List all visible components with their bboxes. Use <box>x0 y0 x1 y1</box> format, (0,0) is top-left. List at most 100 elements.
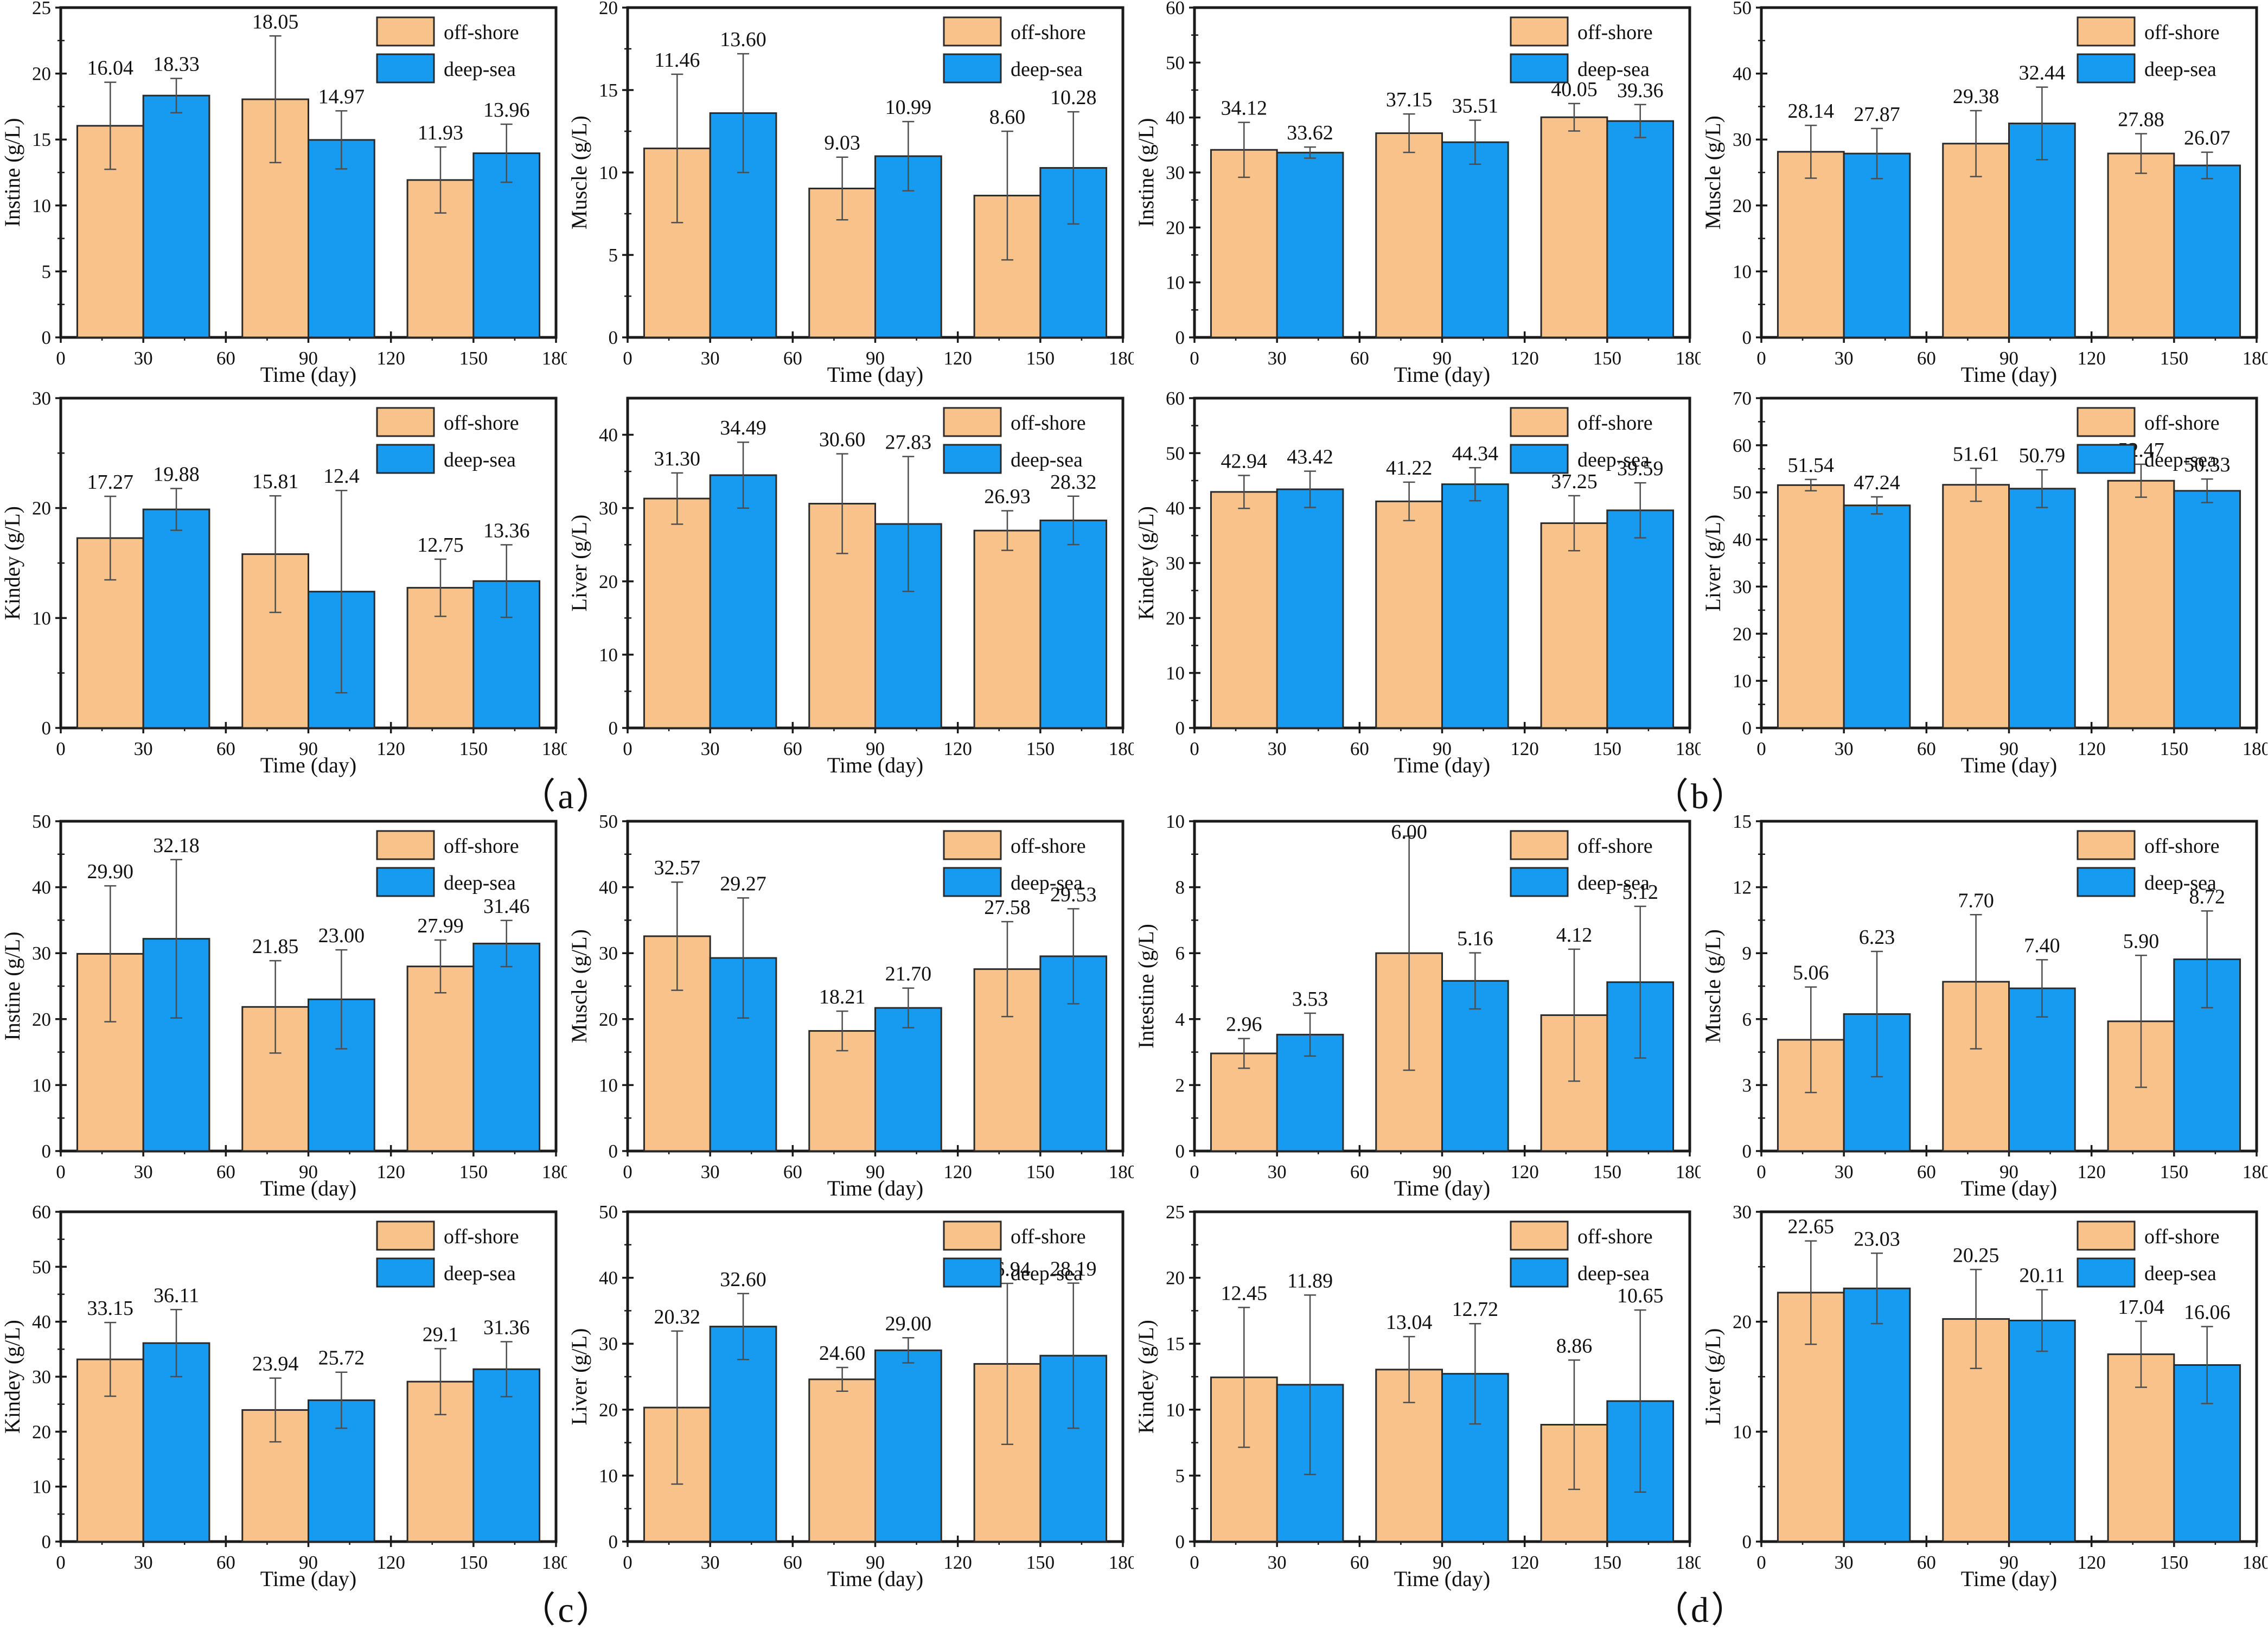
error-bar <box>836 156 848 221</box>
bar-deep-sea-90d <box>308 139 375 338</box>
legend-label-off-shore: off-shore <box>1577 835 1653 858</box>
x-tick-label: 30 <box>134 348 153 369</box>
bar-off-shore-150d <box>2107 480 2175 729</box>
x-tick-label: 120 <box>1510 738 1539 759</box>
error-bar <box>1403 113 1415 154</box>
value-label: 11.93 <box>418 122 463 144</box>
x-tick-label: 60 <box>783 1161 802 1182</box>
error-bar <box>1871 1252 1883 1325</box>
value-label: 51.54 <box>1788 454 1835 477</box>
error-bar <box>170 859 183 1019</box>
y-tick-label: 25 <box>1166 1204 1185 1223</box>
x-tick-label: 150 <box>1593 1552 1622 1573</box>
bar-deep-sea-30d <box>709 474 777 729</box>
legend: off-shore deep-sea <box>943 407 1086 474</box>
value-label: 32.57 <box>654 856 701 879</box>
x-tick-label: 150 <box>2160 1161 2189 1182</box>
y-tick-label: 10 <box>1166 663 1185 684</box>
bar-deep-sea-150d <box>472 1368 541 1543</box>
panel-d-grid: 0 2 4 6 8 10 0 30 60 90 120 150 180 2.96 3.53 6.00 5.16 4… <box>1134 814 2268 1595</box>
x-tick-label: 180 <box>1676 1161 1701 1182</box>
value-label: 27.99 <box>417 915 464 937</box>
value-label: 26.07 <box>2184 127 2231 150</box>
y-tick-label: 0 <box>1175 1141 1185 1162</box>
legend-label-off-shore: off-shore <box>2144 21 2220 44</box>
value-label: 22.65 <box>1788 1216 1835 1238</box>
value-label: 29.27 <box>720 872 766 895</box>
y-tick-label: 3 <box>1742 1075 1752 1096</box>
error-bar <box>170 1309 183 1378</box>
value-label: 23.03 <box>1854 1228 1900 1250</box>
legend-swatch-off-shore <box>2077 830 2136 860</box>
y-axis-title: Liver (g/L) <box>1701 1328 1725 1426</box>
panel-b-grid: 0 10 20 30 40 50 60 0 30 60 90 120 150 180 34.12 33.62 3… <box>1134 0 2268 781</box>
error-bar <box>2201 478 2213 503</box>
y-tick-label: 10 <box>1166 1399 1185 1421</box>
y-tick-label: 40 <box>32 877 51 898</box>
x-axis-title: Time (day) <box>260 753 356 777</box>
value-label: 6.23 <box>1859 926 1895 949</box>
error-bar <box>269 1377 282 1443</box>
x-tick-label: 180 <box>2243 348 2267 369</box>
legend: off-shore deep-sea <box>1510 407 1653 474</box>
error-bar <box>434 939 446 994</box>
x-tick-label: 150 <box>1593 1161 1622 1182</box>
x-tick-label: 0 <box>1190 1161 1199 1182</box>
value-label: 33.62 <box>1287 122 1333 144</box>
y-tick-label: 0 <box>609 1141 618 1162</box>
x-tick-label: 150 <box>1026 348 1055 369</box>
x-tick-label: 0 <box>1190 738 1199 759</box>
x-axis-title: Time (day) <box>1961 1567 2057 1591</box>
x-tick-label: 60 <box>216 1161 235 1182</box>
value-label: 50.79 <box>2019 444 2066 467</box>
legend-swatch-deep-sea <box>2077 53 2136 84</box>
value-label: 11.89 <box>1287 1269 1333 1292</box>
x-tick-label: 180 <box>1676 348 1701 369</box>
error-bar <box>1871 127 1883 180</box>
legend-label-off-shore: off-shore <box>2144 1225 2220 1248</box>
x-tick-label: 90 <box>1999 348 2018 369</box>
y-axis-title: Kindey (g/L) <box>0 506 24 620</box>
value-label: 12.72 <box>1452 1298 1499 1321</box>
x-tick-label: 30 <box>1835 738 1854 759</box>
x-tick-label: 120 <box>376 1552 405 1573</box>
x-axis-title: Time (day) <box>1394 753 1490 777</box>
value-label: 5.90 <box>2123 930 2160 953</box>
value-label: 13.36 <box>483 519 530 542</box>
y-tick-label: 15 <box>1166 1333 1185 1354</box>
x-axis-title: Time (day) <box>260 1176 356 1200</box>
chart-b-kindey-g-l: 0 10 20 30 40 50 60 0 30 60 90 120 150 180 42.94 43.42 4… <box>1134 391 1701 777</box>
y-tick-label: 0 <box>609 1531 618 1552</box>
y-tick-label: 50 <box>32 1256 51 1277</box>
x-tick-label: 0 <box>56 348 66 369</box>
y-axis-title: Liver (g/L) <box>567 515 591 612</box>
x-tick-label: 180 <box>1676 738 1701 759</box>
value-label: 20.32 <box>654 1306 701 1328</box>
bar-off-shore-150d <box>2107 152 2175 338</box>
legend: off-shore deep-sea <box>376 1220 519 1288</box>
y-tick-label: 30 <box>599 498 618 519</box>
y-tick-label: 10 <box>32 1075 51 1096</box>
error-bar <box>836 453 848 554</box>
error-bar <box>1970 1269 1982 1370</box>
bar-off-shore-30d <box>1777 151 1845 338</box>
y-tick-label: 0 <box>1742 327 1752 348</box>
value-label: 29.38 <box>1953 85 1999 108</box>
y-tick-label: 30 <box>1733 576 1752 597</box>
value-label: 35.51 <box>1452 95 1499 118</box>
bar-deep-sea-150d <box>1606 509 1675 729</box>
bar-off-shore-90d <box>1375 500 1443 729</box>
value-label: 13.04 <box>1386 1311 1433 1334</box>
error-bar <box>737 441 750 509</box>
value-label: 5.12 <box>1622 881 1658 904</box>
error-bar <box>671 73 683 223</box>
legend-label-deep-sea: deep-sea <box>444 1262 516 1285</box>
value-label: 29.1 <box>423 1323 459 1346</box>
x-tick-label: 120 <box>1510 1161 1539 1182</box>
error-bar <box>104 495 117 581</box>
x-tick-label: 180 <box>542 348 567 369</box>
error-bar <box>335 949 348 1050</box>
y-tick-label: 60 <box>32 1204 51 1223</box>
x-tick-label: 150 <box>2160 1552 2189 1573</box>
